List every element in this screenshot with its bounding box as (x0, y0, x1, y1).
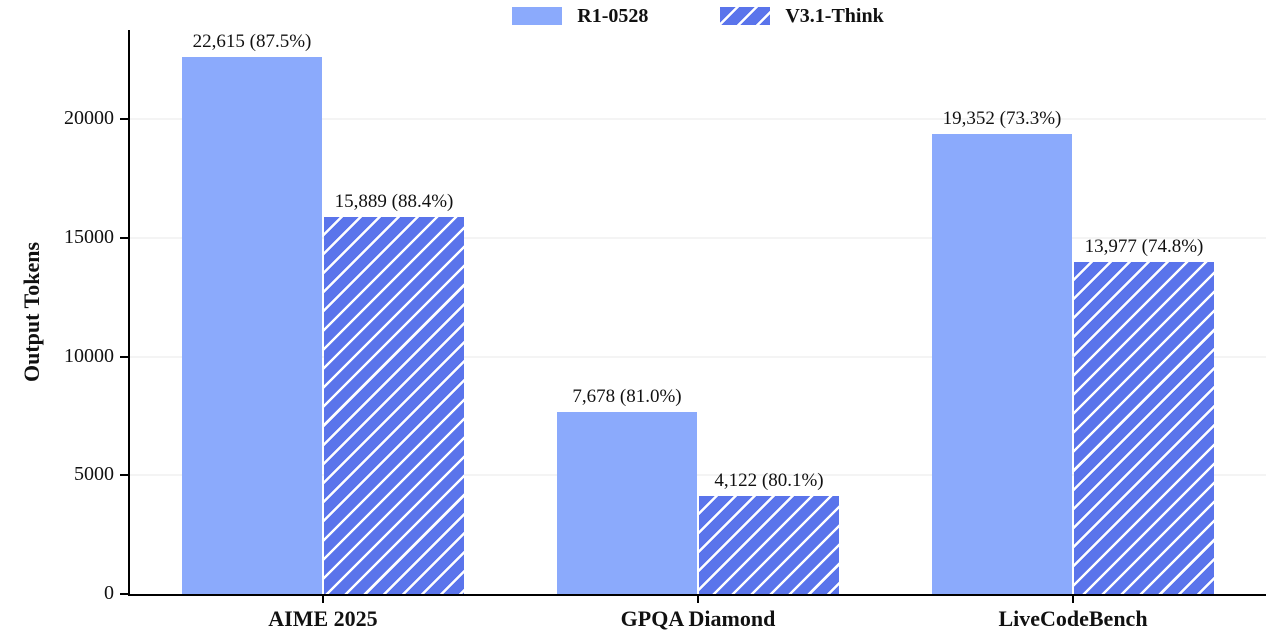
x-tick-mark (697, 596, 699, 603)
y-tick-label: 5000 (74, 463, 114, 486)
legend-swatch-solid-icon (512, 7, 563, 25)
bar-v3-1-think-livecodebench (1074, 262, 1214, 594)
y-tick-label: 15000 (64, 225, 114, 248)
bar-value-label: 7,678 (81.0%) (572, 385, 682, 407)
gridline (130, 118, 1266, 121)
x-tick-mark (1072, 596, 1074, 603)
x-tick-mark (322, 596, 324, 603)
bar-value-label: 13,977 (74.8%) (1084, 236, 1204, 258)
gridline (130, 236, 1266, 239)
bar-value-label: 19,352 (73.3%) (942, 108, 1062, 130)
bar-value-label: 15,889 (88.4%) (334, 190, 454, 212)
gridline (130, 355, 1266, 358)
y-tick-mark (120, 474, 128, 477)
legend-label-r1-0528: R1-0528 (577, 4, 649, 27)
bar-r1-0528-aime-2025 (182, 56, 322, 594)
y-axis-spine (128, 30, 130, 596)
bar-v3-1-think-aime-2025 (324, 216, 464, 594)
x-axis-spine (128, 594, 1266, 596)
bar-value-label: 4,122 (80.1%) (714, 470, 824, 492)
bar-value-label: 22,615 (87.5%) (192, 30, 312, 52)
bar-r1-0528-livecodebench (932, 134, 1072, 594)
y-tick-label: 20000 (64, 107, 114, 130)
plot-area: 22,615 (87.5%) 7,678 (81.0%) 19,352 (73.3%… (128, 30, 1266, 596)
y-tick-mark (120, 593, 128, 595)
x-category-label-aime-2025: AIME 2025 (268, 606, 378, 631)
y-tick-mark (120, 118, 128, 121)
y-tick-label: 10000 (64, 344, 114, 367)
y-tick-mark (120, 236, 128, 239)
legend: R1-0528 V3.1-Think (130, 2, 1266, 30)
legend-swatch-hatched-icon (720, 7, 771, 25)
legend-item-r1-0528: R1-0528 (512, 5, 648, 28)
bar-r1-0528-gpqa-diamond (557, 411, 697, 594)
y-tick-label: 0 (104, 582, 114, 604)
x-category-label-gpqa-diamond: GPQA Diamond (620, 606, 776, 631)
legend-label-v31-think: V3.1-Think (785, 4, 884, 27)
x-category-label-livecodebench: LiveCodeBench (998, 606, 1148, 631)
y-tick-mark (120, 355, 128, 358)
bar-v3-1-think-gpqa-diamond (699, 496, 839, 594)
gridline (130, 474, 1266, 477)
legend-item-v31-think: V3.1-Think (720, 4, 884, 28)
